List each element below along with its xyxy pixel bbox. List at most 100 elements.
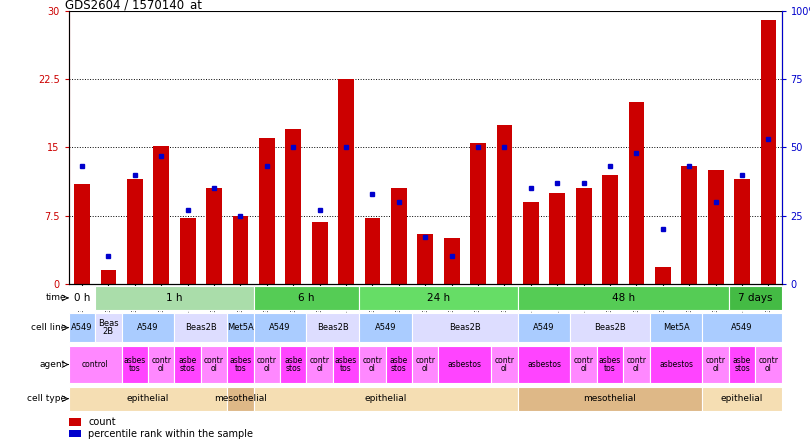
Bar bbox=[491, 346, 518, 383]
Text: contr
ol: contr ol bbox=[573, 356, 594, 373]
Bar bbox=[386, 346, 412, 383]
Text: mesothelial: mesothelial bbox=[584, 394, 637, 403]
Bar bbox=[69, 429, 81, 437]
Text: epithelial: epithelial bbox=[127, 394, 169, 403]
Text: A549: A549 bbox=[269, 323, 291, 332]
Bar bbox=[734, 179, 750, 284]
Text: Beas2B: Beas2B bbox=[185, 323, 217, 332]
Text: 0 h: 0 h bbox=[74, 293, 90, 303]
Text: contr
ol: contr ol bbox=[626, 356, 646, 373]
Text: count: count bbox=[88, 417, 116, 427]
Text: GDS2604 / 1570140_at: GDS2604 / 1570140_at bbox=[66, 0, 202, 11]
Bar bbox=[518, 346, 570, 383]
Bar bbox=[306, 346, 333, 383]
Text: Beas
2B: Beas 2B bbox=[98, 319, 119, 336]
Bar bbox=[75, 184, 90, 284]
Text: asbe
stos: asbe stos bbox=[284, 356, 302, 373]
Bar bbox=[497, 125, 513, 284]
Bar bbox=[96, 313, 122, 342]
Bar bbox=[228, 313, 254, 342]
Bar bbox=[254, 286, 360, 310]
Bar bbox=[681, 166, 697, 284]
Bar bbox=[122, 346, 148, 383]
Bar bbox=[232, 216, 249, 284]
Text: A549: A549 bbox=[533, 323, 555, 332]
Bar bbox=[623, 346, 650, 383]
Bar bbox=[518, 286, 729, 310]
Bar bbox=[576, 188, 591, 284]
Bar bbox=[702, 346, 729, 383]
Bar bbox=[364, 218, 381, 284]
Text: mesothelial: mesothelial bbox=[214, 394, 266, 403]
Bar bbox=[470, 143, 486, 284]
Bar bbox=[180, 218, 195, 284]
Bar bbox=[228, 346, 254, 383]
Text: Beas2B: Beas2B bbox=[595, 323, 626, 332]
Bar bbox=[69, 418, 81, 426]
Text: asbes
tos: asbes tos bbox=[335, 356, 357, 373]
Text: control: control bbox=[82, 360, 109, 369]
Text: contr
ol: contr ol bbox=[758, 356, 778, 373]
Bar bbox=[518, 313, 570, 342]
Text: Beas2B: Beas2B bbox=[317, 323, 349, 332]
Bar bbox=[254, 387, 518, 411]
Text: contr
ol: contr ol bbox=[204, 356, 224, 373]
Bar bbox=[702, 313, 782, 342]
Bar bbox=[153, 146, 169, 284]
Text: A549: A549 bbox=[375, 323, 396, 332]
Text: asbestos: asbestos bbox=[527, 360, 561, 369]
Text: Beas2B: Beas2B bbox=[449, 323, 480, 332]
Bar bbox=[201, 346, 228, 383]
Text: Met5A: Met5A bbox=[227, 323, 254, 332]
Bar bbox=[650, 313, 702, 342]
Text: asbes
tos: asbes tos bbox=[124, 356, 146, 373]
Bar bbox=[174, 313, 228, 342]
Text: 1 h: 1 h bbox=[166, 293, 183, 303]
Text: asbestos: asbestos bbox=[659, 360, 693, 369]
Text: epithelial: epithelial bbox=[721, 394, 763, 403]
Text: contr
ol: contr ol bbox=[362, 356, 382, 373]
Bar bbox=[755, 346, 782, 383]
Bar bbox=[69, 286, 96, 310]
Bar bbox=[412, 346, 438, 383]
Text: A549: A549 bbox=[731, 323, 752, 332]
Bar bbox=[280, 346, 306, 383]
Bar bbox=[650, 346, 702, 383]
Text: 48 h: 48 h bbox=[612, 293, 635, 303]
Text: 6 h: 6 h bbox=[298, 293, 315, 303]
Bar bbox=[360, 313, 412, 342]
Bar bbox=[100, 270, 117, 284]
Text: cell line: cell line bbox=[31, 323, 66, 332]
Text: A549: A549 bbox=[138, 323, 159, 332]
Text: contr
ol: contr ol bbox=[151, 356, 171, 373]
Bar bbox=[708, 170, 723, 284]
Bar bbox=[629, 102, 645, 284]
Text: asbestos: asbestos bbox=[448, 360, 482, 369]
Text: time: time bbox=[45, 293, 66, 302]
Bar bbox=[412, 313, 518, 342]
Bar bbox=[228, 387, 254, 411]
Bar bbox=[602, 174, 618, 284]
Bar bbox=[69, 313, 96, 342]
Text: A549: A549 bbox=[71, 323, 93, 332]
Text: 24 h: 24 h bbox=[427, 293, 450, 303]
Bar bbox=[444, 238, 459, 284]
Bar bbox=[570, 313, 650, 342]
Bar bbox=[655, 267, 671, 284]
Text: contr
ol: contr ol bbox=[494, 356, 514, 373]
Text: 7 days: 7 days bbox=[738, 293, 773, 303]
Bar bbox=[254, 313, 306, 342]
Bar bbox=[729, 346, 755, 383]
Text: Met5A: Met5A bbox=[663, 323, 689, 332]
Bar bbox=[523, 202, 539, 284]
Bar bbox=[761, 20, 776, 284]
Bar bbox=[122, 313, 174, 342]
Bar bbox=[338, 79, 354, 284]
Bar bbox=[96, 286, 254, 310]
Bar bbox=[254, 346, 280, 383]
Bar bbox=[333, 346, 360, 383]
Bar bbox=[174, 346, 201, 383]
Bar bbox=[549, 193, 565, 284]
Bar bbox=[518, 387, 702, 411]
Bar bbox=[417, 234, 433, 284]
